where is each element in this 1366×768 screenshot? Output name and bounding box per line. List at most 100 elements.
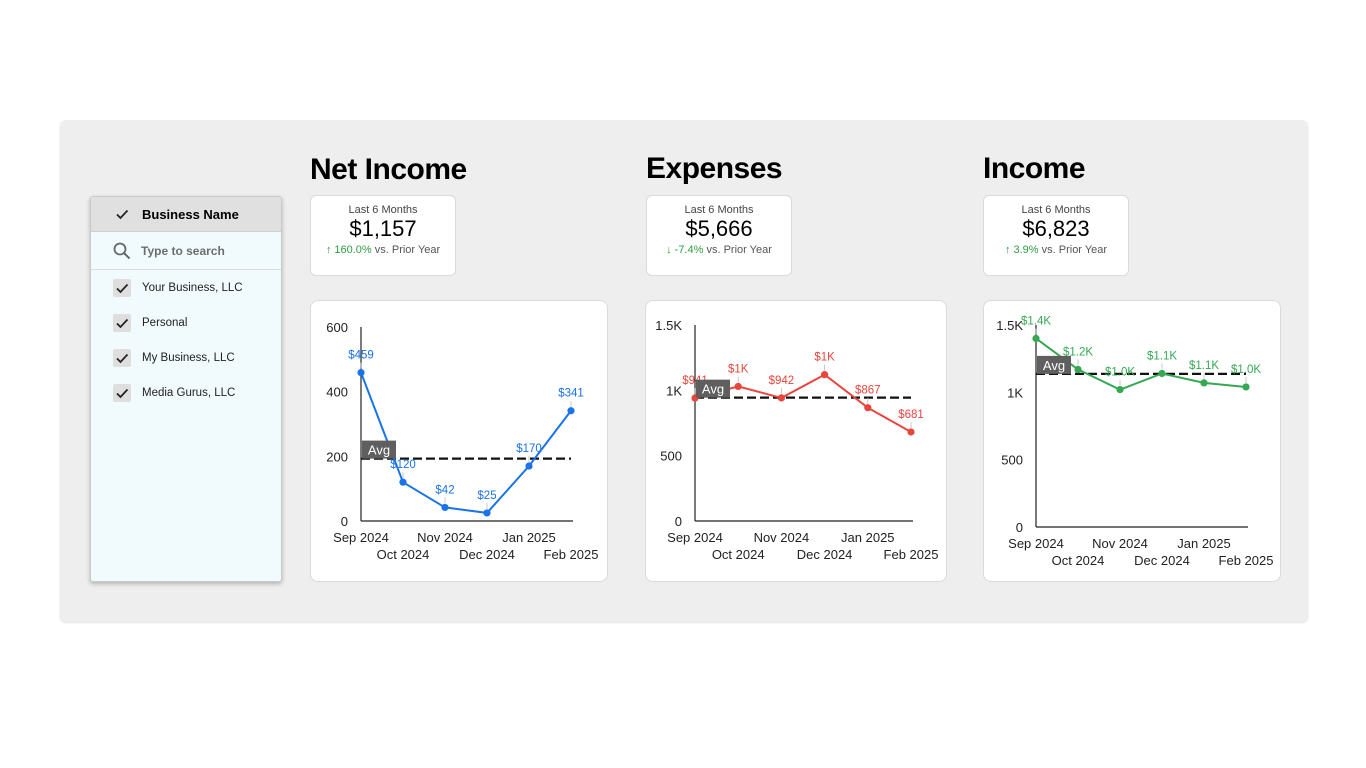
data-point: [1158, 369, 1166, 378]
income-title: Income: [983, 152, 1086, 185]
y-tick-label: 600: [326, 320, 348, 335]
kpi-delta-suffix: vs. Prior Year: [371, 244, 441, 256]
data-point: [441, 503, 449, 512]
data-point: [525, 462, 533, 470]
x-tick-label: Jan 2025: [502, 530, 556, 545]
kpi-delta: ↓ -7.4% vs. Prior Year: [647, 244, 791, 256]
data-label: $25: [477, 490, 496, 502]
arrow-up-icon: ↑: [1004, 244, 1011, 256]
x-tick-label: Nov 2024: [417, 530, 473, 545]
x-tick-label: Feb 2025: [544, 547, 599, 562]
y-tick-label: 500: [1001, 453, 1023, 468]
data-label: $1.1K: [1147, 350, 1177, 362]
average-badge: [362, 440, 396, 459]
data-label: $1K: [814, 352, 835, 364]
x-tick-label: Jan 2025: [841, 530, 895, 545]
data-point: [1116, 386, 1124, 394]
data-point: [399, 478, 407, 486]
data-label: $1.1K: [1189, 360, 1219, 372]
filter-search[interactable]: Type to search: [91, 232, 281, 270]
x-tick-label: Jan 2025: [1177, 536, 1231, 551]
kpi-caption: Last 6 Months: [348, 204, 418, 216]
filter-option[interactable]: Media Gurus, LLC: [91, 375, 281, 410]
x-tick-label: Feb 2025: [884, 547, 939, 562]
option-checkbox[interactable]: [113, 348, 131, 367]
x-tick-label: Nov 2024: [1092, 536, 1148, 551]
x-tick-label: Sep 2024: [1008, 536, 1064, 551]
option-label: Personal: [142, 316, 188, 329]
y-tick-label: 1.5K: [655, 318, 682, 333]
average-label: Avg: [1043, 358, 1065, 373]
net-income-line-chart: 0 200 400 600 Sep 2024 Oct 2024 Nov 2024 Dec 20…: [326, 320, 599, 562]
average-badge: [1037, 355, 1071, 374]
data-label: $341: [558, 388, 584, 400]
data-label: $942: [769, 375, 795, 387]
average-badge: [696, 379, 730, 398]
net-income-kpi: Last 6 Months $1,157 ↑ 160.0% vs. Prior …: [310, 195, 456, 276]
x-tick-label: Dec 2024: [459, 547, 515, 562]
x-tick-label: Nov 2024: [754, 530, 810, 545]
y-tick-label: 0: [1016, 520, 1023, 535]
data-label: $1.2K: [1063, 346, 1093, 358]
y-tick-label: 400: [326, 385, 348, 400]
data-label: $459: [348, 350, 374, 362]
average-label: Avg: [368, 443, 390, 458]
data-point: [1074, 365, 1082, 374]
series-line: [360, 372, 572, 514]
filter-option[interactable]: My Business, LLC: [91, 340, 281, 375]
check-icon: [116, 388, 129, 398]
y-tick-label: 500: [660, 449, 682, 464]
income-chart: 0 500 1K 1.5K Sep 2024 Oct 2024 Nov 2024 Dec 20…: [983, 300, 1281, 582]
option-label: Your Business, LLC: [142, 281, 243, 294]
x-tick-label: Sep 2024: [333, 530, 389, 545]
x-tick-label: Oct 2024: [712, 547, 765, 562]
option-checkbox[interactable]: [113, 383, 131, 402]
kpi-value: $6,823: [1022, 216, 1090, 241]
x-tick-label: Oct 2024: [1052, 553, 1105, 568]
data-point: [1200, 379, 1208, 387]
option-checkbox[interactable]: [113, 278, 131, 297]
option-label: My Business, LLC: [142, 351, 235, 364]
expenses-chart: 0 500 1K 1.5K Sep 2024 Oct 2024 Nov 2024 Dec 20…: [645, 300, 947, 582]
kpi-value: $5,666: [685, 216, 753, 241]
check-icon: [116, 283, 129, 293]
kpi-delta-value: 3.9%: [1013, 244, 1039, 256]
kpi-delta-value: -7.4%: [674, 244, 704, 256]
data-label: $170: [516, 443, 542, 455]
data-point: [357, 368, 365, 377]
data-point: [821, 371, 829, 379]
income-line-chart: 0 500 1K 1.5K Sep 2024 Oct 2024 Nov 2024 Dec 20…: [996, 315, 1274, 568]
business-filter: Business Name Type to search Your Busine…: [90, 196, 282, 582]
expenses-line-chart: 0 500 1K 1.5K Sep 2024 Oct 2024 Nov 2024 Dec 20…: [655, 318, 939, 562]
arrow-down-icon: ↓: [666, 244, 672, 256]
data-label: $681: [898, 409, 924, 421]
series-line: [694, 373, 912, 433]
x-tick-label: Sep 2024: [667, 530, 723, 545]
kpi-caption: Last 6 Months: [1021, 204, 1091, 216]
filter-option[interactable]: Personal: [91, 305, 281, 340]
expenses-kpi: Last 6 Months $5,666 ↓ -7.4% vs. Prior Y…: [646, 195, 792, 276]
y-tick-label: 0: [675, 514, 682, 529]
data-point: [483, 509, 491, 517]
filter-header[interactable]: Business Name: [91, 197, 281, 232]
data-label: $1K: [728, 363, 749, 375]
y-tick-label: 1K: [666, 383, 682, 398]
filter-option[interactable]: Your Business, LLC: [91, 270, 281, 305]
data-label: $1.0K: [1231, 364, 1261, 376]
arrow-up-icon: ↑: [325, 244, 332, 256]
y-tick-label: 0: [341, 514, 348, 529]
search-input[interactable]: Type to search: [141, 243, 225, 258]
net-income-title: Net Income: [310, 153, 467, 186]
data-point: [907, 428, 915, 436]
data-point: [777, 394, 785, 402]
option-checkbox[interactable]: [113, 313, 131, 332]
select-all-checkbox[interactable]: [113, 205, 131, 223]
check-icon: [116, 353, 129, 363]
data-point: [864, 404, 872, 412]
y-tick-label: 1K: [1007, 385, 1023, 400]
expenses-title: Expenses: [646, 152, 783, 185]
x-tick-label: Feb 2025: [1219, 553, 1274, 568]
x-tick-label: Dec 2024: [1134, 553, 1190, 568]
y-tick-label: 1.5K: [996, 318, 1023, 333]
data-point: [734, 382, 742, 391]
